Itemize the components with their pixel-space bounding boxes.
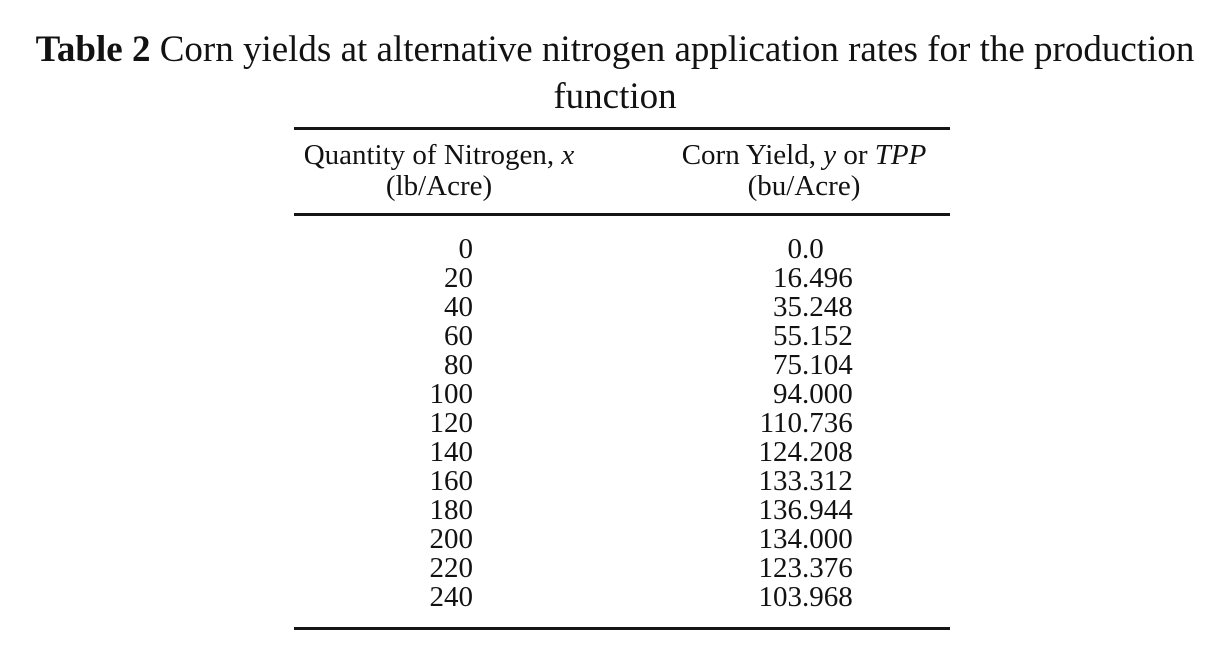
yield-value-int: 94 bbox=[773, 378, 802, 410]
table-row: 0 0.0 bbox=[294, 235, 950, 264]
table-rule-top bbox=[294, 127, 950, 130]
yield-value-frac: .0 bbox=[802, 233, 824, 265]
nitrogen-value: 240 bbox=[429, 581, 474, 613]
table-rule-mid bbox=[294, 213, 950, 216]
table-row: 140 124.208 bbox=[294, 438, 950, 467]
table-row: 180 136.944 bbox=[294, 496, 950, 525]
yield-value-int: 0 bbox=[787, 233, 803, 265]
nitrogen-value: 120 bbox=[429, 407, 474, 439]
yield-value-int: 55 bbox=[773, 320, 802, 352]
column-header-yield-unit: (bu/Acre) bbox=[747, 170, 861, 202]
table-row: 160 133.312 bbox=[294, 467, 950, 496]
yield-value-frac: .496 bbox=[802, 262, 853, 294]
yield-value-frac: .104 bbox=[802, 349, 853, 381]
caption-line2: function bbox=[553, 76, 677, 117]
table-rule-bottom bbox=[294, 627, 950, 630]
nitrogen-value: 20 bbox=[444, 262, 473, 294]
caption-label: Table 2 bbox=[35, 29, 151, 70]
column-header-yield-conjunction: or bbox=[836, 139, 875, 171]
yield-value-int: 110 bbox=[759, 407, 802, 439]
table-caption: Table 2 Corn yields at alternative nitro… bbox=[0, 0, 1230, 120]
page-root: Table 2 Corn yields at alternative nitro… bbox=[0, 0, 1230, 630]
yield-value-frac: .376 bbox=[802, 552, 853, 584]
yield-value-int: 75 bbox=[773, 349, 802, 381]
yield-value-frac: .968 bbox=[802, 581, 853, 613]
table-row: 20 16.496 bbox=[294, 264, 950, 293]
nitrogen-value: 160 bbox=[429, 465, 474, 497]
table-header: Quantity of Nitrogen, x (lb/Acre) Corn Y… bbox=[294, 130, 950, 213]
yield-value-int: 133 bbox=[758, 465, 803, 497]
table-row: 220 123.376 bbox=[294, 554, 950, 583]
yield-value-frac: .944 bbox=[802, 494, 853, 526]
yield-value-int: 103 bbox=[758, 581, 803, 613]
yield-value-int: 16 bbox=[773, 262, 802, 294]
column-header-yield-variable-y: y bbox=[823, 139, 837, 171]
column-header-yield-text: Corn Yield, bbox=[681, 139, 824, 171]
table-row: 200 134.000 bbox=[294, 525, 950, 554]
yield-value-frac: .208 bbox=[802, 436, 853, 468]
nitrogen-value: 0 bbox=[458, 233, 474, 265]
table-row: 240 103.968 bbox=[294, 583, 950, 612]
table-row: 80 75.104 bbox=[294, 351, 950, 380]
table-row: 100 94.000 bbox=[294, 380, 950, 409]
table-body: 0 0.0 20 16.496 40 35.248 60 55.152 80 75.104 100 9… bbox=[294, 216, 950, 627]
nitrogen-value: 220 bbox=[429, 552, 474, 584]
nitrogen-value: 80 bbox=[444, 349, 473, 381]
yield-value-frac: .248 bbox=[802, 291, 853, 323]
column-header-nitrogen-unit: (lb/Acre) bbox=[385, 170, 493, 202]
yield-value-frac: .000 bbox=[802, 523, 853, 555]
column-header-nitrogen-variable: x bbox=[561, 139, 575, 171]
table-row: 40 35.248 bbox=[294, 293, 950, 322]
yield-value-frac: .312 bbox=[802, 465, 853, 497]
table-row: 60 55.152 bbox=[294, 322, 950, 351]
yield-value-int: 136 bbox=[758, 494, 803, 526]
caption-text: Corn yields at alternative nitrogen appl… bbox=[150, 29, 1195, 70]
yield-value-int: 134 bbox=[758, 523, 803, 555]
nitrogen-value: 40 bbox=[444, 291, 473, 323]
column-header-nitrogen-title: Quantity of Nitrogen, x bbox=[294, 140, 584, 171]
column-header-yield-variable-tpp: TPP bbox=[874, 139, 927, 171]
nitrogen-value: 180 bbox=[429, 494, 474, 526]
nitrogen-value: 200 bbox=[429, 523, 474, 555]
nitrogen-value: 60 bbox=[444, 320, 473, 352]
caption-line1: Table 2 Corn yields at alternative nitro… bbox=[0, 26, 1230, 73]
column-header-yield: Corn Yield, y or TPP (bu/Acre) bbox=[659, 140, 949, 202]
nitrogen-value: 100 bbox=[429, 378, 474, 410]
data-table: Quantity of Nitrogen, x (lb/Acre) Corn Y… bbox=[294, 127, 950, 630]
table-row: 120 110.736 bbox=[294, 409, 950, 438]
nitrogen-value: 140 bbox=[429, 436, 474, 468]
column-header-nitrogen-text: Quantity of Nitrogen, bbox=[303, 139, 562, 171]
column-header-nitrogen: Quantity of Nitrogen, x (lb/Acre) bbox=[294, 140, 584, 202]
yield-value-frac: .000 bbox=[802, 378, 853, 410]
yield-value-int: 124 bbox=[758, 436, 803, 468]
yield-value-frac: .736 bbox=[802, 407, 853, 439]
yield-value-frac: .152 bbox=[802, 320, 853, 352]
yield-value-int: 123 bbox=[758, 552, 803, 584]
column-header-yield-title: Corn Yield, y or TPP bbox=[659, 140, 949, 171]
yield-value-int: 35 bbox=[773, 291, 802, 323]
